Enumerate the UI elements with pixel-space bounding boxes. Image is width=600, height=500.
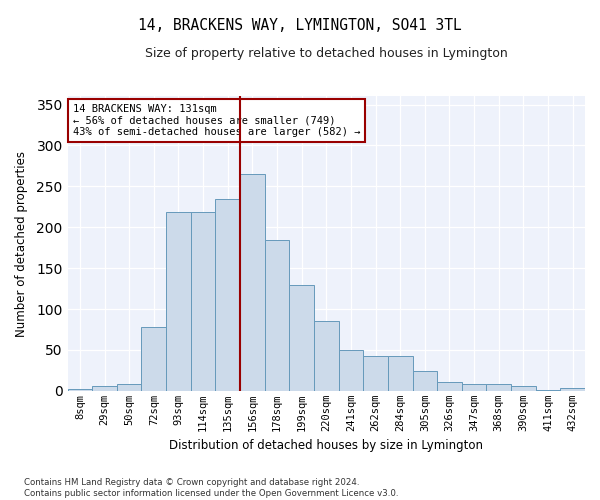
Bar [265, 240, 289, 391]
Bar [388, 356, 413, 391]
Bar [215, 200, 240, 391]
Bar [462, 384, 487, 391]
Bar [511, 386, 536, 391]
Bar [536, 390, 560, 391]
Title: Size of property relative to detached houses in Lymington: Size of property relative to detached ho… [145, 48, 508, 60]
Bar [363, 356, 388, 391]
Text: Contains HM Land Registry data © Crown copyright and database right 2024.
Contai: Contains HM Land Registry data © Crown c… [24, 478, 398, 498]
Y-axis label: Number of detached properties: Number of detached properties [15, 150, 28, 336]
Bar [413, 372, 437, 391]
Text: 14, BRACKENS WAY, LYMINGTON, SO41 3TL: 14, BRACKENS WAY, LYMINGTON, SO41 3TL [138, 18, 462, 32]
Bar [314, 322, 338, 391]
Bar [191, 212, 215, 391]
Text: 14 BRACKENS WAY: 131sqm
← 56% of detached houses are smaller (749)
43% of semi-d: 14 BRACKENS WAY: 131sqm ← 56% of detache… [73, 104, 360, 137]
Bar [166, 212, 191, 391]
Bar [68, 390, 92, 391]
Bar [92, 386, 117, 391]
Bar [487, 384, 511, 391]
Bar [117, 384, 142, 391]
Bar [240, 174, 265, 391]
Bar [142, 327, 166, 391]
Bar [437, 382, 462, 391]
Bar [338, 350, 363, 391]
Bar [560, 388, 585, 391]
Bar [289, 284, 314, 391]
X-axis label: Distribution of detached houses by size in Lymington: Distribution of detached houses by size … [169, 440, 483, 452]
